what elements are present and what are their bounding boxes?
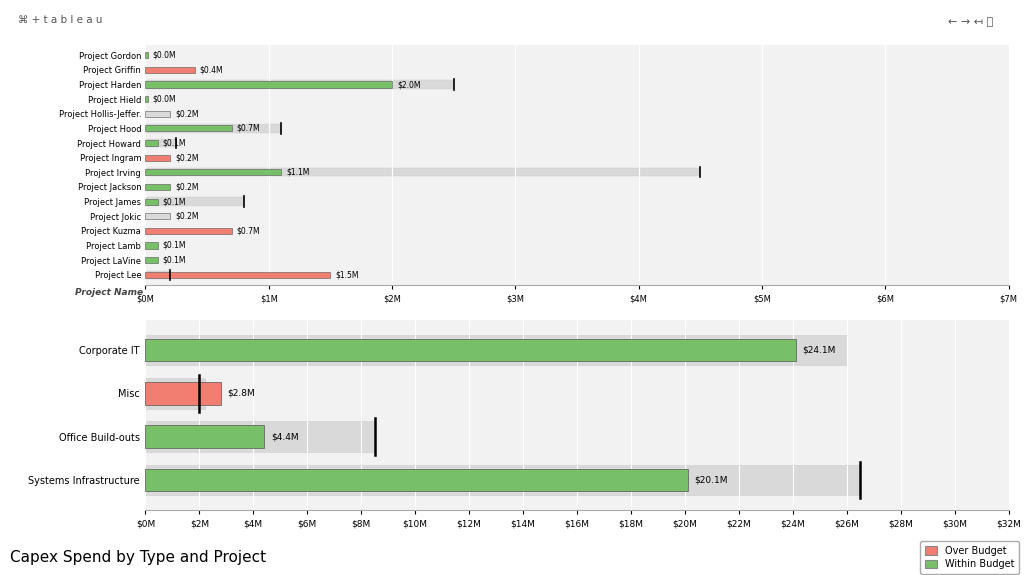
Text: $24.1M: $24.1M	[802, 346, 836, 355]
Bar	[145, 243, 158, 248]
Bar	[145, 469, 688, 491]
Bar	[145, 155, 170, 161]
Bar	[145, 426, 264, 448]
Bar	[145, 382, 221, 405]
Bar	[145, 96, 147, 102]
Bar	[145, 197, 244, 206]
Bar	[145, 271, 331, 278]
Legend: Over Budget, Within Budget: Over Budget, Within Budget	[921, 540, 1019, 574]
Bar	[145, 271, 170, 279]
Bar	[145, 169, 281, 175]
Text: $2.0M: $2.0M	[397, 80, 421, 89]
Bar	[145, 378, 205, 408]
Text: $0.7M: $0.7M	[237, 227, 260, 235]
Text: $0.7M: $0.7M	[237, 124, 260, 133]
Text: $1.5M: $1.5M	[335, 270, 358, 279]
Text: $0.4M: $0.4M	[200, 66, 223, 74]
Bar	[145, 198, 158, 205]
Text: Capex Spend by Type and Project: Capex Spend by Type and Project	[10, 550, 266, 565]
Bar	[145, 124, 281, 133]
Bar	[145, 67, 195, 73]
Text: Project Summary - YTD Actuals Tracking to Annual Budget: Project Summary - YTD Actuals Tracking t…	[299, 514, 664, 524]
Text: $0.1M: $0.1M	[163, 241, 186, 250]
Text: $0.0M: $0.0M	[153, 95, 176, 103]
Text: ← → ↤ ⛶: ← → ↤ ⛶	[948, 17, 993, 28]
Text: $2.8M: $2.8M	[227, 389, 255, 398]
Bar	[145, 228, 231, 234]
Text: $0.2M: $0.2M	[175, 212, 199, 221]
Bar	[145, 140, 158, 146]
Bar	[145, 139, 176, 147]
Bar	[145, 213, 170, 219]
Bar	[145, 168, 700, 177]
Text: $0.1M: $0.1M	[163, 139, 186, 148]
Bar	[145, 81, 454, 89]
Text: *Click on Spend Type to see project details below: *Click on Spend Type to see project deta…	[378, 530, 585, 539]
Bar	[145, 421, 375, 452]
Text: $4.4M: $4.4M	[270, 432, 298, 441]
Text: $0.1M: $0.1M	[163, 197, 186, 206]
Bar	[145, 125, 231, 132]
Bar	[145, 184, 170, 190]
Bar	[145, 339, 796, 362]
Bar	[145, 335, 847, 365]
Text: $0.1M: $0.1M	[163, 256, 186, 264]
Text: $0.0M: $0.0M	[153, 51, 176, 60]
Text: ⌘ + t a b l e a u: ⌘ + t a b l e a u	[18, 16, 103, 25]
Bar	[145, 111, 170, 117]
Text: $1.1M: $1.1M	[286, 168, 309, 177]
Text: Project Spend -YTD tracking to Annual Budget: Project Spend -YTD tracking to Annual Bu…	[337, 305, 626, 315]
Bar	[145, 82, 392, 87]
Bar	[145, 257, 158, 263]
Bar	[145, 465, 860, 495]
Text: Project Name: Project Name	[75, 288, 143, 297]
Text: $0.2M: $0.2M	[175, 182, 199, 191]
Text: $20.1M: $20.1M	[694, 476, 728, 484]
Bar	[145, 52, 147, 58]
Text: $0.2M: $0.2M	[175, 153, 199, 162]
Text: $0.2M: $0.2M	[175, 109, 199, 118]
